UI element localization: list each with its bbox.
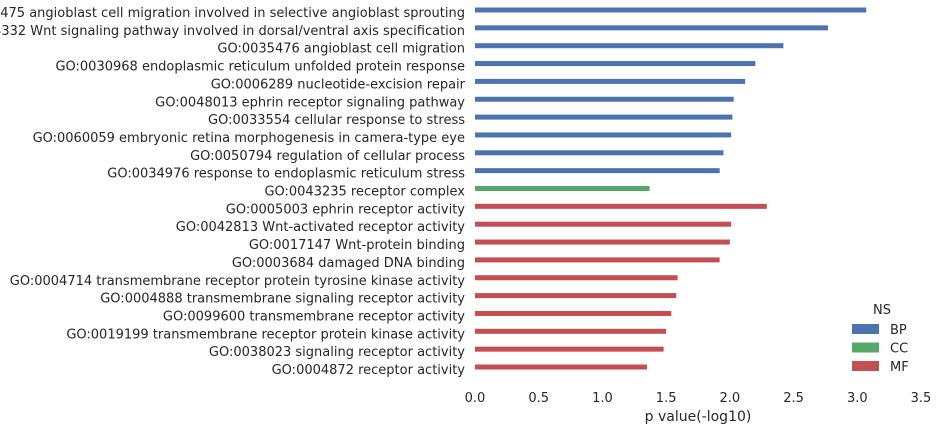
- legend-swatch-bp: [852, 324, 879, 334]
- legend-label: MF: [890, 360, 909, 375]
- bar-mf: [475, 239, 730, 245]
- category-label: GO:0042813 Wnt-activated receptor activi…: [176, 220, 466, 235]
- x-tick-label: 2.0: [720, 391, 741, 406]
- bar-bp: [475, 114, 733, 120]
- category-label: GO:0038023 signaling receptor activity: [209, 345, 465, 360]
- bar-mf: [475, 346, 664, 352]
- x-tick-label: 0.0: [465, 391, 486, 406]
- legend: NS BP CC MF: [852, 303, 909, 375]
- bar-bp: [475, 132, 732, 138]
- x-tick-label: 2.5: [783, 391, 804, 406]
- category-label: GO:0048013 ephrin receptor signaling pat…: [155, 95, 465, 110]
- bar-mf: [475, 257, 720, 263]
- category-label: GO:0030968 endoplasmic reticulum unfolde…: [55, 60, 465, 75]
- x-axis-title: p value(-log10): [645, 409, 752, 425]
- x-tick-label: 1.0: [592, 391, 613, 406]
- bar-mf: [475, 364, 648, 370]
- category-label: GO:0044332 Wnt signaling pathway involve…: [0, 24, 465, 39]
- bar-bp: [475, 43, 784, 49]
- bar-mf: [475, 293, 677, 299]
- legend-swatch-cc: [852, 342, 879, 353]
- category-label: GO:0003684 damaged DNA binding: [232, 256, 465, 271]
- category-label: GO:0099600 transmembrane receptor activi…: [163, 309, 465, 324]
- x-tick-label: 3.5: [911, 391, 932, 406]
- category-label: GO:0004714 transmembrane receptor protei…: [10, 274, 466, 289]
- bar-mf: [475, 328, 667, 334]
- category-label: GO:0006289 nucleotide-excision repair: [211, 77, 466, 92]
- bar-mf: [475, 275, 678, 281]
- legend-label: CC: [890, 342, 908, 357]
- bar-bp: [475, 96, 734, 102]
- category-label: GO:0019199 transmembrane receptor protei…: [66, 327, 465, 342]
- category-label: GO:0004888 transmembrane signaling recep…: [100, 292, 465, 307]
- category-labels: GO:0035475 angioblast cell migration inv…: [0, 6, 466, 378]
- bar-bp: [475, 61, 756, 67]
- category-label: GO:0033554 cellular response to stress: [208, 113, 465, 128]
- category-label: GO:0034976 response to endoplasmic retic…: [107, 167, 465, 182]
- bar-bp: [475, 25, 828, 31]
- bar-mf: [475, 203, 767, 209]
- category-label: GO:0004872 receptor activity: [272, 363, 466, 378]
- x-tick-label: 3.0: [847, 391, 868, 406]
- bar-bp: [475, 78, 746, 84]
- bars: [475, 7, 867, 370]
- bar-cc: [475, 186, 650, 191]
- category-label: GO:0050794 regulation of cellular proces…: [190, 149, 465, 164]
- bar-mf: [475, 310, 672, 316]
- category-label: GO:0035475 angioblast cell migration inv…: [0, 6, 465, 21]
- x-tick-label: 1.5: [656, 391, 677, 406]
- legend-title: NS: [873, 303, 891, 318]
- category-label: GO:0043235 receptor complex: [264, 185, 465, 200]
- bar-mf: [475, 221, 732, 227]
- x-axis-ticks: 0.0 0.5 1.0 1.5 2.0 2.5 3.0 3.5: [465, 391, 932, 406]
- legend-label: BP: [890, 323, 907, 338]
- category-label: GO:0017147 Wnt-protein binding: [249, 238, 465, 253]
- category-label: GO:0005003 ephrin receptor activity: [226, 202, 466, 217]
- legend-swatch-mf: [852, 361, 879, 371]
- category-label: GO:0035476 angioblast cell migration: [217, 42, 465, 57]
- x-tick-label: 0.5: [528, 391, 549, 406]
- bar-bp: [475, 168, 720, 174]
- bar-bp: [475, 7, 867, 13]
- category-label: GO:0060059 embryonic retina morphogenesi…: [33, 131, 465, 146]
- bar-bp: [475, 150, 724, 156]
